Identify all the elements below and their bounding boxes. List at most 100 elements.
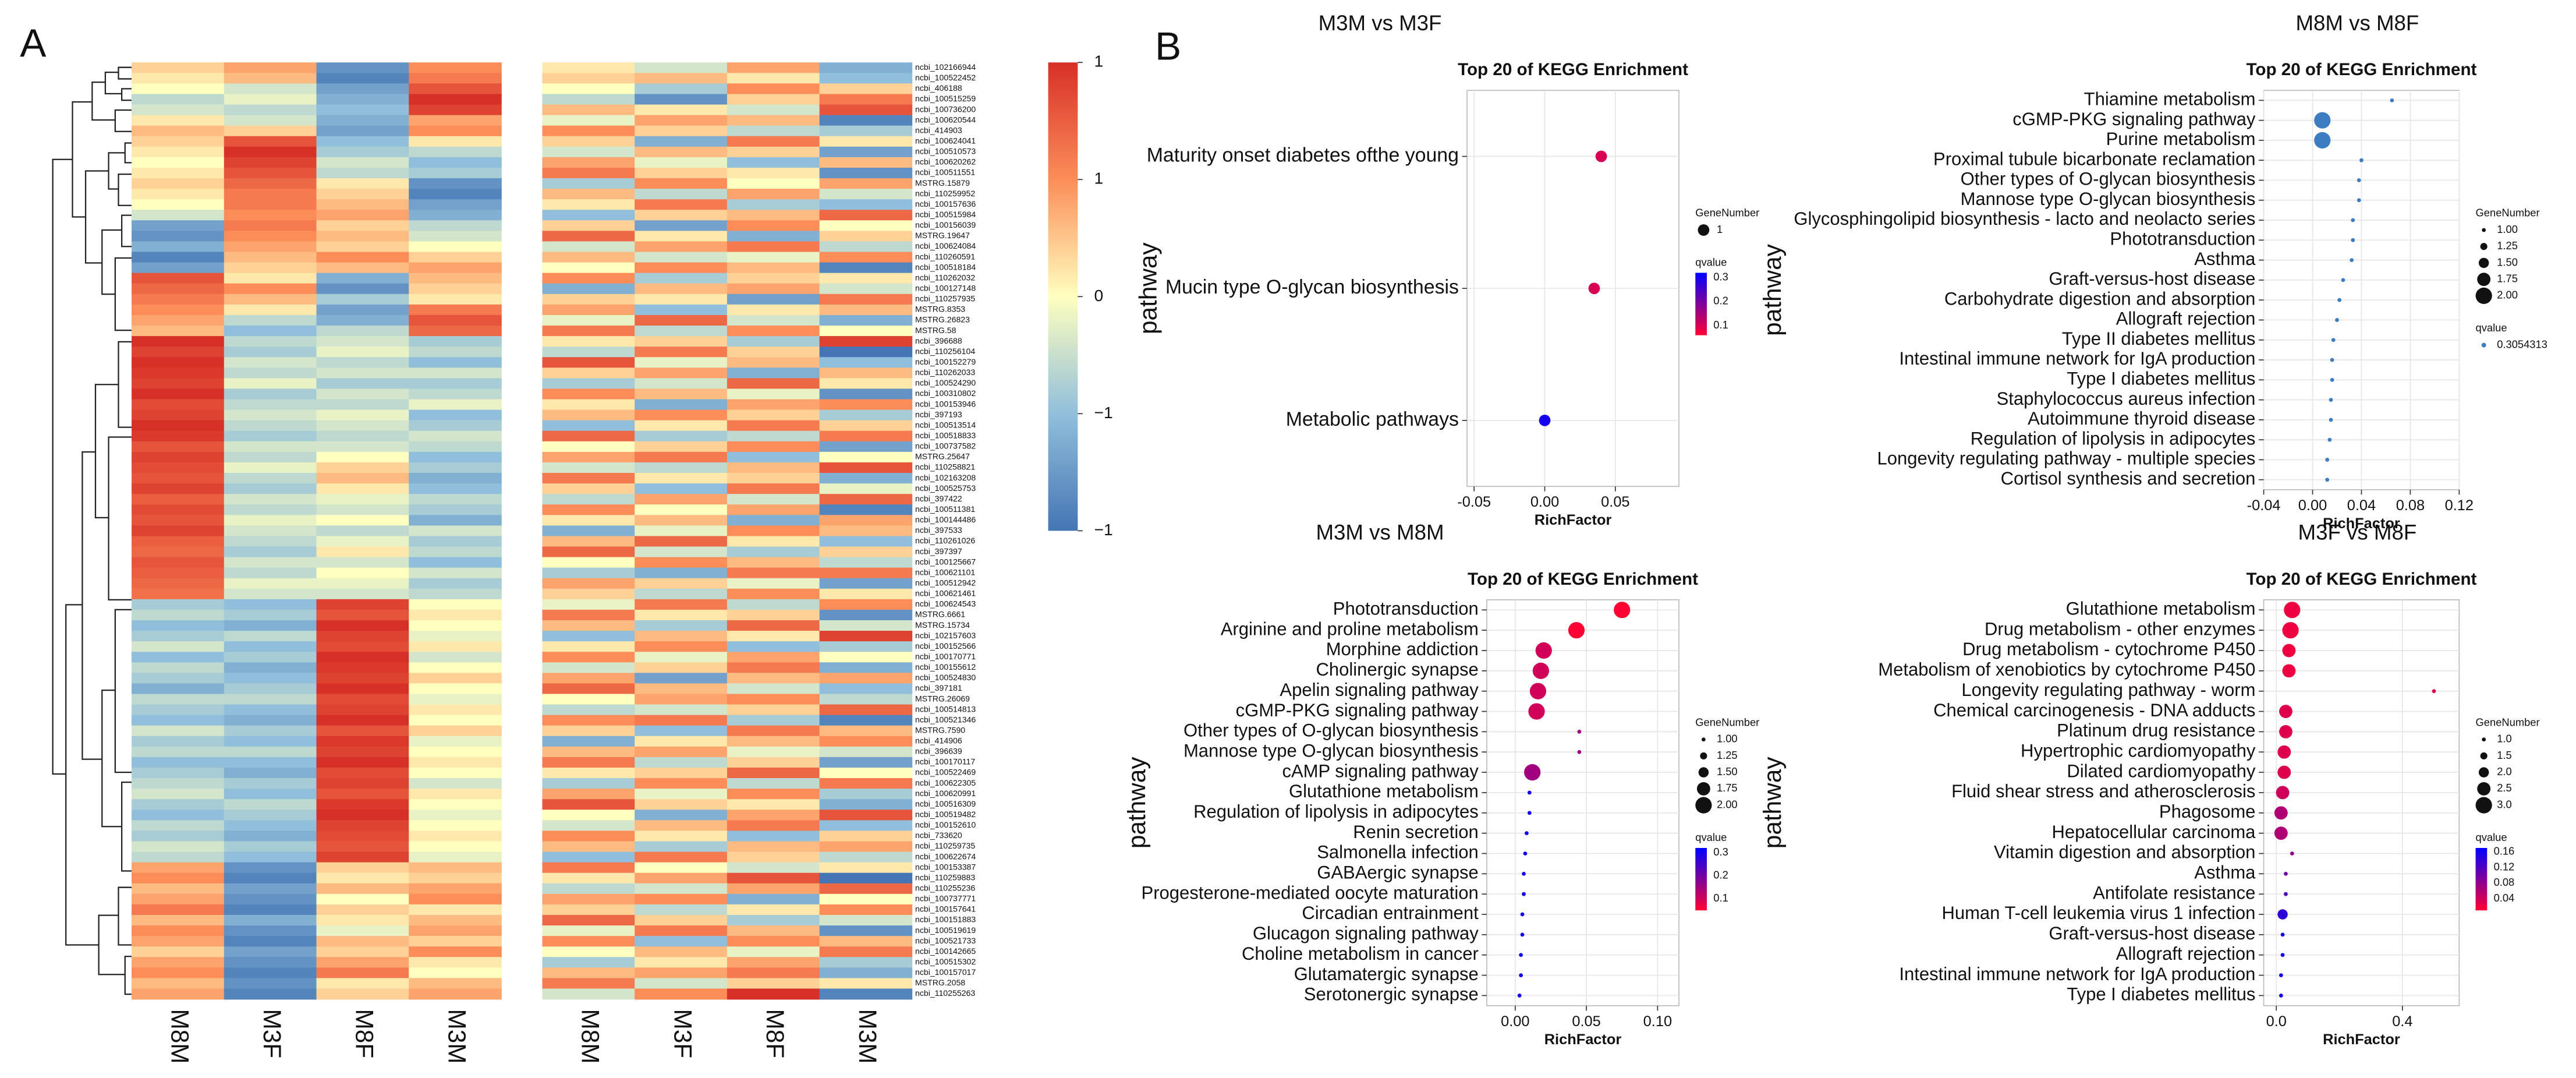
dot [1539, 414, 1551, 426]
legend-label: 1.75 [1717, 782, 1738, 794]
heat-cell [224, 893, 317, 905]
heat-cell [635, 715, 728, 726]
heat-cell [224, 862, 317, 874]
heat-cell [542, 893, 636, 905]
heat-cell [132, 420, 225, 432]
legend-title: GeneNumber [2476, 207, 2540, 219]
legend-size [2477, 273, 2491, 287]
heat-cell [409, 767, 502, 779]
heat-cell [316, 104, 410, 116]
heat-cell [132, 62, 225, 74]
heat-cell [224, 104, 317, 116]
dot [2330, 358, 2334, 362]
heat-cell [132, 125, 225, 137]
heat-cell [224, 388, 317, 400]
heat-cell [542, 673, 636, 684]
heat-cell [635, 694, 728, 705]
heat-cell [542, 609, 636, 621]
heat-cell [132, 430, 225, 442]
y-tick-label: Metabolic pathways [1286, 408, 1459, 430]
heat-cell [409, 936, 502, 948]
heat-cell [819, 273, 913, 284]
heat-cell [316, 820, 410, 832]
heat-cell [316, 167, 410, 179]
heat-cell [316, 357, 410, 369]
heat-cell [635, 704, 728, 716]
heat-cell [224, 199, 317, 211]
y-tick-label: Cholinergic synapse [1316, 659, 1479, 680]
x-tick-label: 0.05 [1601, 494, 1629, 510]
heat-cell [132, 304, 225, 316]
row-label: ncbi_100511381 [915, 504, 975, 514]
heat-cell [819, 546, 913, 558]
heat-cell [727, 273, 820, 284]
heat-cell [409, 494, 502, 506]
heat-cell [316, 862, 410, 874]
legend-size [2480, 752, 2488, 760]
heat-cell [727, 872, 820, 884]
heat-cell [132, 167, 225, 179]
y-tick-label: Phototransduction [1333, 599, 1479, 619]
heat-cell [316, 557, 410, 568]
heat-cell [224, 588, 317, 600]
heat-cell [635, 546, 728, 558]
heat-cell [316, 694, 410, 705]
heat-cell [635, 231, 728, 242]
dot [2284, 602, 2301, 618]
heat-cell [727, 925, 820, 936]
row-label: ncbi_100620991 [915, 789, 976, 798]
heat-cell [224, 483, 317, 494]
heat-cell [132, 588, 225, 600]
dot [1577, 750, 1582, 754]
heat-cell [819, 199, 913, 211]
panel-label: B [1155, 25, 1181, 69]
row-label: ncbi_397397 [915, 546, 962, 556]
legend-size [2478, 257, 2489, 268]
y-tick-label: Cortisol synthesis and secretion [2001, 468, 2256, 489]
heat-cell [409, 641, 502, 653]
heat-cell [542, 694, 636, 705]
heat-cell [316, 609, 410, 621]
row-label: ncbi_100156039 [915, 220, 976, 229]
legend-size [1698, 224, 1710, 236]
legend-size [2482, 228, 2486, 232]
heat-cell [132, 620, 225, 631]
y-tick-label: Proximal tubule bicarbonate reclamation [1933, 149, 2255, 169]
row-label: ncbi_100620262 [915, 157, 976, 167]
heat-cell [635, 83, 728, 95]
heat-cell [224, 441, 317, 453]
heat-cell [542, 978, 636, 989]
heat-cell [409, 778, 502, 789]
heat-cell [819, 715, 913, 726]
heat-cell [727, 631, 820, 642]
heat-cell [727, 789, 820, 800]
heat-cell [316, 778, 410, 789]
heat-cell [727, 893, 820, 905]
heat-cell [224, 262, 317, 274]
heat-cell [224, 662, 317, 674]
heat-cell [542, 820, 636, 832]
y-tick-label: Asthma [2194, 249, 2256, 269]
heat-cell [316, 326, 410, 337]
heat-cell [819, 409, 913, 421]
heat-cell [542, 757, 636, 768]
heat-cell [132, 210, 225, 221]
row-label: ncbi_100518184 [915, 262, 976, 271]
row-label: MSTRG.58 [915, 326, 956, 335]
heat-cell [542, 483, 636, 494]
dot [1522, 871, 1526, 876]
heat-cell [132, 599, 225, 610]
heat-cell [819, 283, 913, 295]
heat-cell [727, 620, 820, 631]
heat-cell [316, 273, 410, 284]
heat-cell [819, 451, 913, 463]
heat-cell [542, 347, 636, 358]
heat-cell [132, 652, 225, 663]
heat-cell [819, 704, 913, 716]
heat-cell [224, 525, 317, 537]
heat-cell [409, 967, 502, 979]
heat-cell [635, 199, 728, 211]
heat-cell [224, 115, 317, 126]
panel-header: M8M vs M8F [2295, 11, 2419, 35]
x-tick-label: 0.0 [2266, 1013, 2287, 1030]
